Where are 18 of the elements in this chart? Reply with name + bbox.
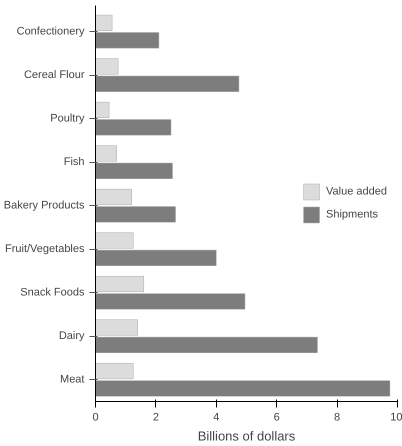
- legend-label: Shipments: [326, 208, 378, 220]
- y-tick-label: Dairy: [58, 330, 85, 342]
- y-tick-label: Cereal Flour: [24, 69, 85, 82]
- y-tick-label: Meat: [60, 374, 85, 386]
- y-tick-label: Poultry: [50, 112, 85, 125]
- y-tick-label: Fruit/Vegetables: [5, 243, 85, 256]
- y-tick-label: Fish: [64, 156, 84, 168]
- x-tick-label: 8: [334, 412, 340, 424]
- legend-label: Value added: [326, 186, 387, 198]
- x-tick-label: 2: [152, 412, 159, 424]
- x-tick-label: 10: [390, 412, 402, 424]
- y-tick-label: Snack Foods: [20, 286, 85, 299]
- x-tick-label: 4: [213, 412, 220, 424]
- x-axis-title: Billions of dollars: [198, 428, 296, 444]
- x-tick-label: 6: [274, 412, 280, 424]
- x-tick-label: 0: [92, 412, 99, 424]
- y-tick-label: Confectionery: [16, 26, 85, 38]
- y-tick-label: Bakery Products: [4, 200, 85, 212]
